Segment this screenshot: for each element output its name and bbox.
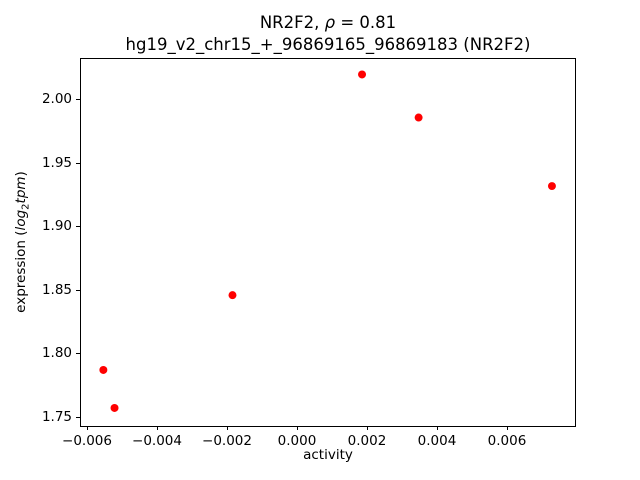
chart-title-line2: hg19_v2_chr15_+_96869165_96869183 (NR2F2… <box>125 34 531 54</box>
y-tick-label: 1.80 <box>41 345 72 361</box>
data-point <box>110 403 119 412</box>
x-tick-label: 0.000 <box>277 433 317 449</box>
rho-symbol: ρ <box>324 13 336 32</box>
plot-area <box>80 58 576 427</box>
data-point <box>414 113 423 122</box>
tick-mark <box>76 163 80 164</box>
y-tick-label: 1.95 <box>41 155 72 171</box>
tick-mark <box>367 426 368 430</box>
tick-mark <box>507 426 508 430</box>
x-tick-label: −0.004 <box>132 433 182 449</box>
chart-title-line1: NR2F2, ρ = 0.81 <box>80 12 576 34</box>
y-tick-label: 1.75 <box>41 409 72 425</box>
tick-mark <box>157 426 158 430</box>
x-tick-label: 0.006 <box>487 433 527 449</box>
y-tick-label: 1.85 <box>41 282 72 298</box>
title-text: NR2F2, <box>259 13 325 32</box>
tick-mark <box>76 417 80 418</box>
scatter-points-layer <box>99 70 556 412</box>
x-axis-label: activity <box>303 447 353 463</box>
tick-mark <box>76 290 80 291</box>
tick-mark <box>437 426 438 430</box>
data-point <box>99 365 108 374</box>
data-point <box>228 291 237 300</box>
tick-mark <box>76 353 80 354</box>
tick-mark <box>87 426 88 430</box>
data-point <box>358 70 367 79</box>
chart-title: NR2F2, ρ = 0.81 hg19_v2_chr15_+_96869165… <box>80 12 576 56</box>
x-tick-label: −0.006 <box>62 433 112 449</box>
ylabel-subscript: 2 <box>20 203 32 210</box>
y-axis-label: expression (log2tpm) <box>13 171 32 313</box>
tick-mark <box>76 99 80 100</box>
title-correlation-value: = 0.81 <box>335 13 397 32</box>
ylabel-prefix: expression ( <box>13 230 29 313</box>
tick-mark <box>297 426 298 430</box>
x-tick-label: 0.002 <box>347 433 387 449</box>
tick-mark <box>227 426 228 430</box>
ylabel-tpm: tpm <box>13 176 29 204</box>
x-tick-label: 0.004 <box>417 433 457 449</box>
tick-mark <box>76 226 80 227</box>
ylabel-log: log <box>13 209 29 231</box>
y-tick-label: 1.90 <box>41 218 72 234</box>
y-tick-label: 2.00 <box>41 91 72 107</box>
ylabel-suffix: ) <box>13 171 29 177</box>
x-tick-label: −0.002 <box>202 433 252 449</box>
data-point <box>547 182 556 191</box>
